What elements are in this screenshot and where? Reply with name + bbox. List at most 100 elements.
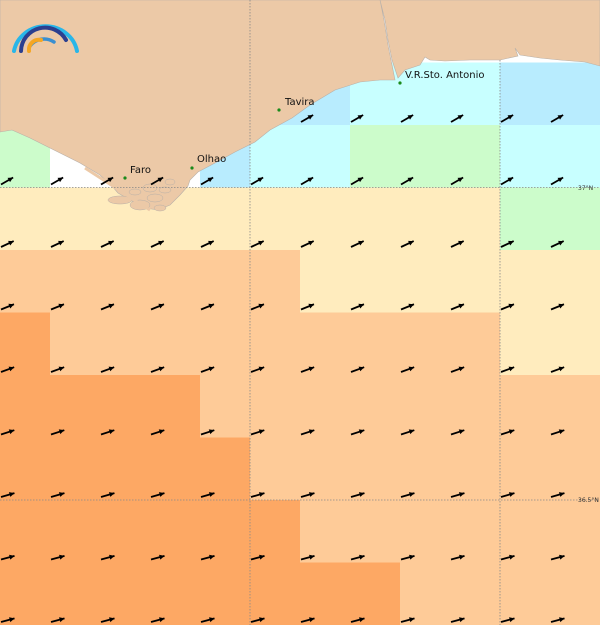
sea-cell [400, 562, 451, 625]
wave-arrow [200, 240, 215, 248]
wave-arrow [300, 176, 314, 186]
wave-arrow [150, 429, 165, 436]
wave-arrow [100, 366, 115, 373]
sea-cell [200, 312, 251, 376]
wave-arrow [350, 617, 365, 623]
city-faro: Faro [123, 165, 151, 180]
island [128, 188, 142, 196]
wave-arrow [450, 492, 465, 498]
sea-cell [300, 125, 351, 188]
sea-cell [300, 250, 351, 313]
city-tavira: Tavira [277, 97, 315, 112]
sea-cell [0, 375, 51, 438]
sea-cell [350, 500, 401, 563]
wave-arrow [50, 176, 64, 186]
wave-arrow [250, 366, 265, 373]
sea-cell [350, 312, 401, 376]
sea-cell [200, 375, 251, 438]
wave-arrow [500, 617, 515, 623]
sea-cell [200, 562, 251, 625]
wave-arrow [550, 240, 565, 248]
sea-cell [550, 62, 600, 126]
wave-arrow [500, 303, 515, 311]
wave-arrow [0, 303, 15, 311]
sea-cell [200, 437, 251, 501]
wave-arrow [50, 366, 65, 373]
wave-arrow [150, 240, 165, 248]
sea-cell [50, 500, 101, 563]
sea-cell [350, 437, 401, 501]
sea-cell [350, 125, 401, 188]
sea-cell [550, 437, 600, 501]
sea-cell [500, 437, 551, 501]
sea-cell [450, 437, 501, 501]
wave-arrow [300, 240, 315, 248]
wave-arrow [400, 240, 415, 248]
wave-arrow [550, 176, 564, 186]
sea-cell [150, 312, 201, 376]
wave-arrow [100, 303, 115, 311]
wave-arrow [50, 617, 65, 623]
graticule-label-36-5n: 36.5°N [578, 497, 599, 504]
wave-arrow [350, 240, 365, 248]
sea-cell [550, 375, 600, 438]
sea-cell [50, 562, 101, 625]
wave-arrow [350, 303, 365, 311]
sea-cell [150, 437, 201, 501]
sea-cell [400, 187, 451, 251]
wave-arrow [400, 366, 415, 373]
wave-arrow [350, 492, 365, 498]
sea-cell [250, 375, 301, 438]
wave-arrow [200, 176, 214, 186]
sea-cell [400, 500, 451, 563]
city-dot-icon [398, 81, 402, 85]
sea-cell [200, 250, 251, 313]
sea-cell [300, 562, 351, 625]
wave-arrow [150, 176, 164, 186]
wave-arrow [300, 617, 315, 623]
wave-arrow [150, 303, 165, 311]
wave-arrow [300, 492, 315, 498]
wave-arrow [350, 429, 365, 436]
city-v-r-sto-antonio: V.R.Sto. Antonio [398, 70, 485, 85]
wave-arrow [100, 492, 115, 498]
sea-cell [250, 562, 301, 625]
wave-arrow [150, 617, 165, 623]
sea-cell [100, 250, 151, 313]
sea-cell [100, 375, 151, 438]
wave-arrow [550, 554, 565, 561]
wave-arrow [450, 114, 464, 123]
sea-cell [100, 312, 151, 376]
wave-arrow [400, 554, 415, 561]
sea-cell [400, 62, 451, 126]
wave-arrow [100, 240, 115, 248]
wave-arrow [450, 303, 465, 311]
wave-arrow [100, 176, 114, 186]
wave-arrow [450, 429, 465, 436]
sea-cell [350, 375, 401, 438]
sea-cell [500, 250, 551, 313]
sea-cell [150, 500, 201, 563]
wave-arrow [100, 429, 115, 436]
wave-arrow [350, 554, 365, 561]
sea-cell [50, 250, 101, 313]
wave-arrow [400, 429, 415, 436]
sea-cell [250, 250, 301, 313]
sea-cell [500, 187, 551, 251]
wave-arrow [250, 303, 265, 311]
sea-cell [550, 250, 600, 313]
sea-cell [300, 375, 351, 438]
logo-icon [12, 24, 79, 53]
sea-cell [400, 250, 451, 313]
sand-barrier [84, 166, 151, 212]
sea-cell [450, 125, 501, 188]
sea-cell [300, 187, 351, 251]
sea-cell [400, 375, 451, 438]
wave-arrow [550, 366, 565, 373]
city-label: V.R.Sto. Antonio [405, 70, 485, 81]
island [153, 204, 167, 212]
wave-arrow [300, 114, 314, 123]
wave-arrow [400, 303, 415, 311]
